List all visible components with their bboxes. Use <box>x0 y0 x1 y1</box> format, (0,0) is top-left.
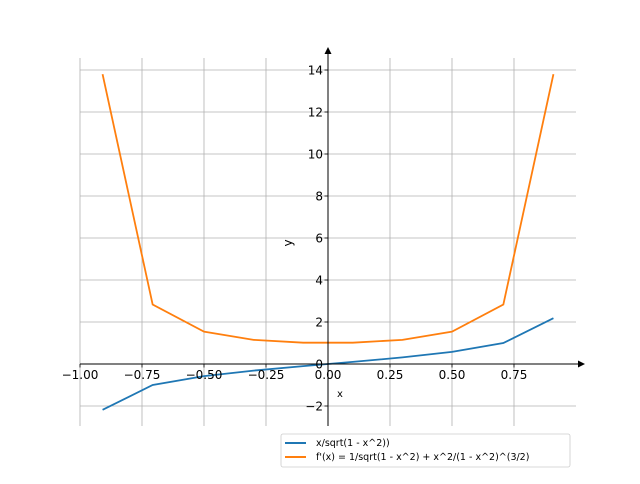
legend-label-0: x/sqrt(1 - x^2)) <box>316 438 390 449</box>
x-axis-label: x <box>337 389 343 400</box>
y-tick-label: 6 <box>315 232 323 246</box>
x-tick-label: 0.50 <box>439 368 466 382</box>
y-tick-label: 12 <box>308 106 323 120</box>
x-axis-arrow-icon <box>578 360 585 368</box>
x-tick-label: 0.00 <box>315 368 342 382</box>
y-tick-label: 4 <box>315 274 323 288</box>
y-axis-arrow-icon <box>324 47 332 54</box>
y-tick-label: 14 <box>308 64 323 78</box>
y-tick-label: 0 <box>315 358 323 372</box>
axes <box>79 47 585 426</box>
tick-labels: −1.00 −0.75 −0.50 −0.25 0.00 0.25 0.50 0.75 −2 0 2… <box>62 64 528 414</box>
x-tick-label: −0.50 <box>186 368 223 382</box>
y-tick-label: 2 <box>315 316 323 330</box>
x-tick-label: 0.25 <box>377 368 404 382</box>
y-tick-label: 10 <box>308 148 323 162</box>
legend: x/sqrt(1 - x^2)) f'(x) = 1/sqrt(1 - x^2)… <box>280 433 571 468</box>
x-tick-label: 0.75 <box>501 368 528 382</box>
y-tick-label: −2 <box>305 400 323 414</box>
y-axis-label: y <box>281 239 295 246</box>
x-tick-label: −0.75 <box>124 368 161 382</box>
legend-frame <box>280 433 571 468</box>
x-tick-label: −0.25 <box>248 368 285 382</box>
x-tick-label: −1.00 <box>62 368 99 382</box>
legend-label-1: f'(x) = 1/sqrt(1 - x^2) + x^2/(1 - x^2)^… <box>316 452 529 463</box>
y-tick-label: 8 <box>315 190 323 204</box>
